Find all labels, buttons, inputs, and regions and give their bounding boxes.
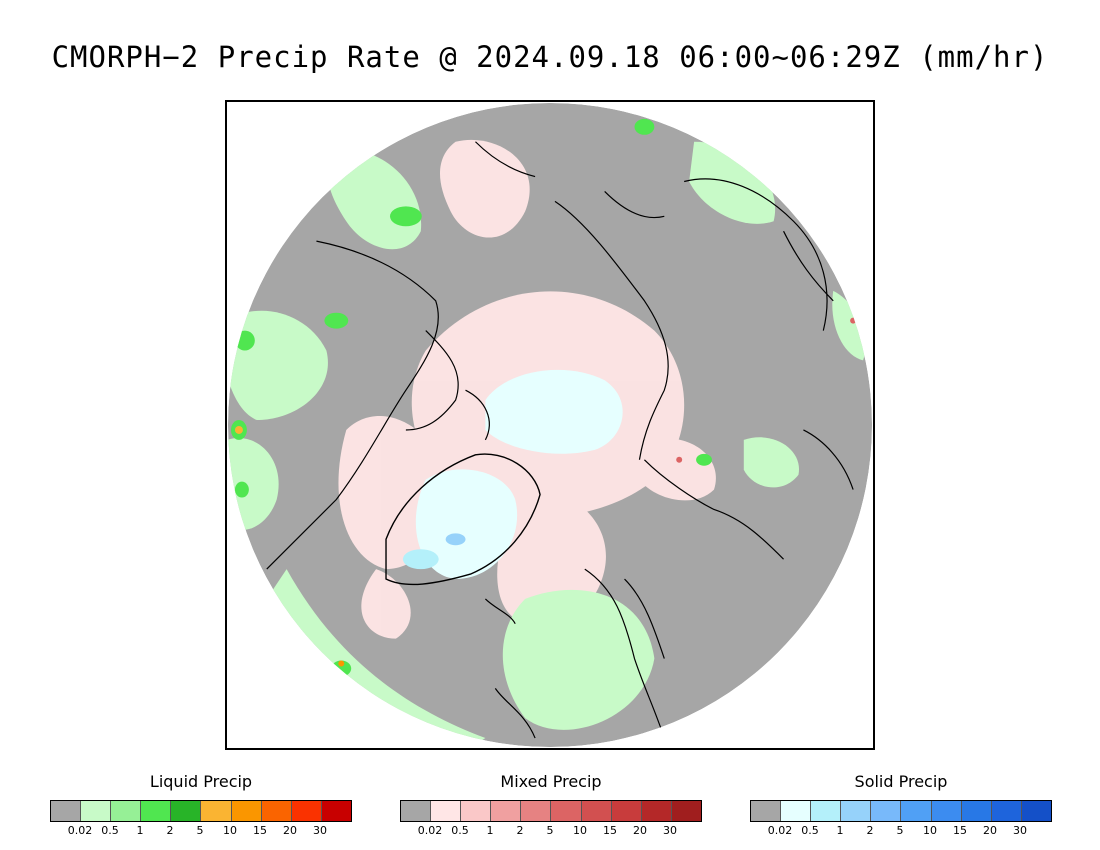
legend-swatch: [201, 801, 232, 821]
coastlines: [266, 141, 854, 739]
legend-tick-label: 30: [313, 824, 327, 837]
legend-tick-label: 2: [516, 824, 524, 837]
legend-swatch: [231, 801, 262, 821]
legend-tick-label: 0.02: [67, 824, 93, 837]
legend-title-liquid: Liquid Precip: [149, 772, 253, 791]
legend-tick-label: 0.5: [101, 824, 119, 837]
legend-ticks-mixed: 0.02 0.5 1 2 5 10 15 20 30: [400, 824, 700, 838]
legend-ticks-solid: 0.02 0.5 1 2 5 10 15 20 30: [750, 824, 1050, 838]
legend-tick-label: 10: [923, 824, 937, 837]
legend-swatch: [521, 801, 552, 821]
legend-swatch: [671, 801, 701, 821]
legend-swatch: [641, 801, 672, 821]
legend-tick-label: 5: [196, 824, 204, 837]
legend-swatch: [111, 801, 142, 821]
legend-swatch: [291, 801, 322, 821]
legend-swatch: [491, 801, 522, 821]
legend-tick-label: 2: [866, 824, 874, 837]
legend-tick-label: 0.02: [417, 824, 443, 837]
polar-precip-map: [227, 102, 873, 748]
legend-swatch: [991, 801, 1022, 821]
legend-swatches-liquid: [50, 800, 352, 822]
legend-tick-label: 20: [633, 824, 647, 837]
map-frame: [225, 100, 875, 750]
legend-tick-label: 1: [136, 824, 144, 837]
legend-swatch: [781, 801, 812, 821]
legend-swatch: [141, 801, 172, 821]
legend-swatch: [551, 801, 582, 821]
legend-swatch: [51, 801, 82, 821]
legend-tick-label: 5: [896, 824, 904, 837]
legend-swatch: [581, 801, 612, 821]
legend-tick-label: 10: [223, 824, 237, 837]
legend-tick-label: 0.5: [801, 824, 819, 837]
legend-solid: Solid Precip 0.02 0.5 1 2 5 10 15 20 30: [750, 772, 1052, 838]
legend-mixed: Mixed Precip 0.02 0.5 1 2 5 10 15 20 30: [400, 772, 702, 838]
legend-swatch: [811, 801, 842, 821]
legend-tick-label: 30: [1013, 824, 1027, 837]
legend-swatch: [431, 801, 462, 821]
map-title: CMORPH−2 Precip Rate @ 2024.09.18 06:00~…: [51, 40, 1049, 74]
legend-tick-label: 5: [546, 824, 554, 837]
legend-tick-label: 0.02: [767, 824, 793, 837]
legend-tick-label: 20: [283, 824, 297, 837]
legend-tick-label: 2: [166, 824, 174, 837]
legend-title-mixed: Mixed Precip: [500, 772, 602, 791]
legend-swatch: [81, 801, 112, 821]
legend-tick-label: 15: [603, 824, 617, 837]
greenland-coastline: [385, 453, 541, 586]
legend-swatch: [321, 801, 351, 821]
legend-swatch: [961, 801, 992, 821]
legend-swatch: [901, 801, 932, 821]
legend-tick-label: 15: [953, 824, 967, 837]
legend-tick-label: 20: [983, 824, 997, 837]
legend-swatches-solid: [750, 800, 1052, 822]
legend-liquid: Liquid Precip 0.02 0.5 1 2 5 10 15 20 30: [50, 772, 352, 838]
legend-swatch: [841, 801, 872, 821]
legend-tick-label: 1: [486, 824, 494, 837]
legend-swatch: [751, 801, 782, 821]
solid-precip-areas: [402, 369, 623, 580]
legend-tick-label: 1: [836, 824, 844, 837]
legend-swatch: [1021, 801, 1051, 821]
legend-swatch: [261, 801, 292, 821]
legend-swatch: [871, 801, 902, 821]
legend-tick-label: 30: [663, 824, 677, 837]
legend-tick-label: 10: [573, 824, 587, 837]
legend-swatch: [611, 801, 642, 821]
legend-tick-label: 15: [253, 824, 267, 837]
legend-swatches-mixed: [400, 800, 702, 822]
legend-tick-label: 0.5: [451, 824, 469, 837]
legend-swatch: [931, 801, 962, 821]
legend-swatch: [171, 801, 202, 821]
legend-swatch: [401, 801, 432, 821]
legend-title-solid: Solid Precip: [854, 772, 948, 791]
legend-swatch: [461, 801, 492, 821]
legend-ticks-liquid: 0.02 0.5 1 2 5 10 15 20 30: [50, 824, 350, 838]
